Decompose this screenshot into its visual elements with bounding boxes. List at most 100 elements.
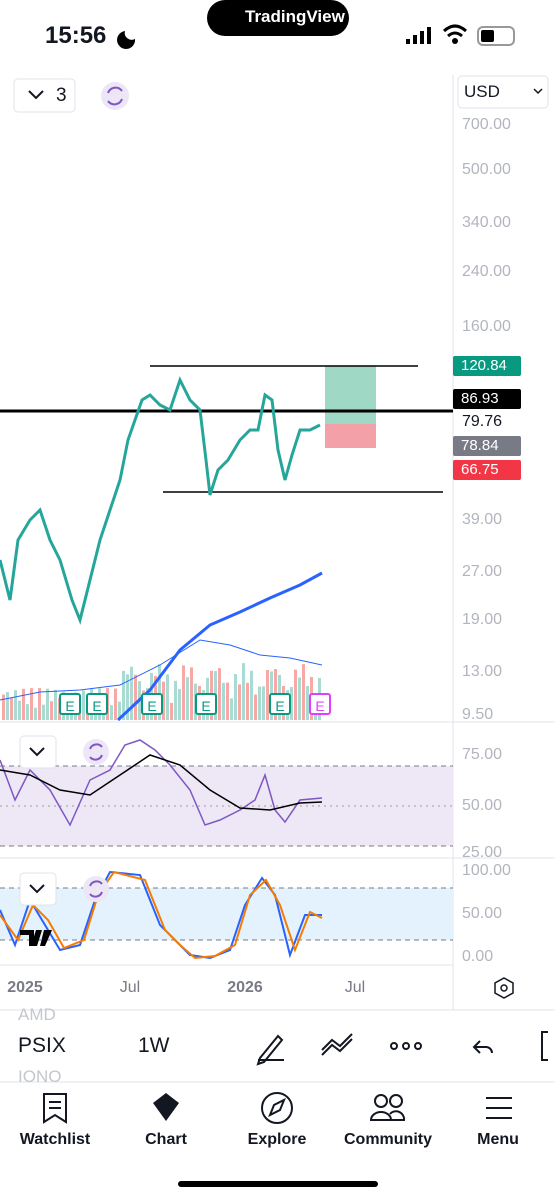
volume-bar	[46, 688, 49, 720]
volume-bar	[10, 697, 13, 720]
volume-bar	[230, 698, 233, 720]
volume-bar	[290, 687, 293, 720]
earnings-marker[interactable]: E	[141, 693, 163, 715]
earnings-marker[interactable]: E	[59, 693, 81, 715]
draw-tool[interactable]	[256, 1034, 284, 1066]
volume-bar	[158, 664, 161, 720]
price-label: 160.00	[462, 318, 511, 335]
rsi-collapse[interactable]	[19, 735, 57, 769]
volume-bar	[18, 700, 21, 720]
interval-count[interactable]: 3	[56, 85, 67, 106]
explore-icon[interactable]	[261, 1092, 293, 1124]
price-label: 19.00	[462, 611, 503, 628]
nav-label[interactable]: Explore	[247, 1131, 307, 1148]
stoch-label: 50.00	[462, 905, 503, 922]
home-indicator	[178, 1181, 378, 1187]
nav-label[interactable]: Community	[344, 1131, 432, 1148]
volume-bar	[246, 682, 249, 720]
volume-bar	[242, 663, 245, 720]
wifi-icon	[442, 24, 468, 38]
volume-bar	[162, 681, 165, 720]
undo-button[interactable]	[472, 1040, 493, 1054]
volume-bar	[54, 689, 57, 720]
currency-select[interactable]	[457, 75, 549, 109]
price-label: 500.00	[462, 161, 511, 178]
volume-bar	[82, 690, 85, 720]
symbol[interactable]: PSIX	[18, 1034, 66, 1057]
volume-bar	[262, 686, 265, 720]
volume-bar	[234, 674, 237, 720]
price-label: 700.00	[462, 116, 511, 133]
interval[interactable]: 1W	[138, 1034, 170, 1057]
menu-icon[interactable]	[486, 1097, 512, 1119]
price-badge: 86.93	[453, 389, 521, 409]
nav-label[interactable]: Watchlist	[19, 1131, 91, 1148]
watchlist-icon[interactable]	[43, 1093, 67, 1124]
earnings-marker[interactable]: E	[195, 693, 217, 715]
volume-bar	[166, 674, 169, 720]
volume-bar	[254, 694, 257, 720]
volume-bar	[170, 702, 173, 720]
volume-bar	[190, 667, 193, 720]
price-badge: 66.75	[453, 460, 521, 480]
indicators-tool[interactable]	[321, 1033, 353, 1056]
volume-bar	[178, 689, 181, 720]
moving-average	[116, 571, 323, 722]
chart-icon[interactable]	[153, 1093, 179, 1121]
volume-bar	[186, 677, 189, 720]
earnings-marker[interactable]: E	[269, 693, 291, 715]
nav-label[interactable]: Menu	[477, 1131, 519, 1148]
app-banner: TradingView	[245, 7, 345, 26]
volume-bar	[266, 670, 269, 720]
volume-bar	[226, 682, 229, 720]
price-label: 27.00	[462, 563, 503, 580]
community-icon[interactable]	[369, 1094, 406, 1121]
rsi-label: 75.00	[462, 746, 503, 763]
dynamic-island	[207, 0, 349, 36]
volume-average	[0, 639, 323, 701]
price-badge: 78.84	[453, 436, 521, 456]
profit-zone	[325, 366, 376, 424]
tv-logo	[20, 930, 52, 946]
volume-bar	[30, 688, 33, 720]
volume-bar	[298, 677, 301, 720]
more-button[interactable]	[390, 1042, 422, 1050]
volume-bar	[6, 692, 9, 720]
volume-bar	[258, 686, 261, 720]
interval-box[interactable]	[13, 78, 76, 113]
volume-bar	[250, 670, 253, 720]
volume-bar	[122, 670, 125, 720]
earnings-marker[interactable]: E	[86, 693, 108, 715]
time-label: 2026	[227, 979, 263, 996]
earnings-marker[interactable]: E	[309, 693, 331, 715]
rsi-label: 50.00	[462, 797, 503, 814]
settings-hex[interactable]	[494, 977, 514, 999]
volume-bar	[126, 674, 129, 720]
volume-bar	[42, 704, 45, 720]
rsi-line	[0, 739, 323, 827]
volume-bar	[38, 688, 41, 720]
moon-icon	[117, 31, 136, 49]
stoch-band	[0, 888, 453, 940]
stoch-collapse[interactable]	[19, 872, 57, 906]
nav-label[interactable]: Chart	[145, 1131, 187, 1148]
rsi-label: 25.00	[462, 844, 503, 861]
currency[interactable]: USD	[464, 82, 500, 101]
volume-bar	[130, 666, 133, 720]
volume-bar	[34, 707, 37, 720]
price-label: 9.50	[462, 706, 494, 723]
time-label: 2025	[7, 979, 43, 996]
volume-bar	[50, 701, 53, 720]
rsi-band	[0, 766, 453, 846]
volume-bar	[218, 668, 221, 720]
symbol-above: AMD	[18, 1005, 56, 1024]
price-label: 39.00	[462, 511, 503, 528]
compare-button[interactable]	[101, 82, 129, 110]
volume-bar	[306, 686, 309, 720]
stoch-d	[0, 870, 323, 960]
price-badge: 120.84	[453, 356, 521, 376]
time-label: Jul	[344, 979, 366, 996]
volume-bar	[302, 664, 305, 720]
